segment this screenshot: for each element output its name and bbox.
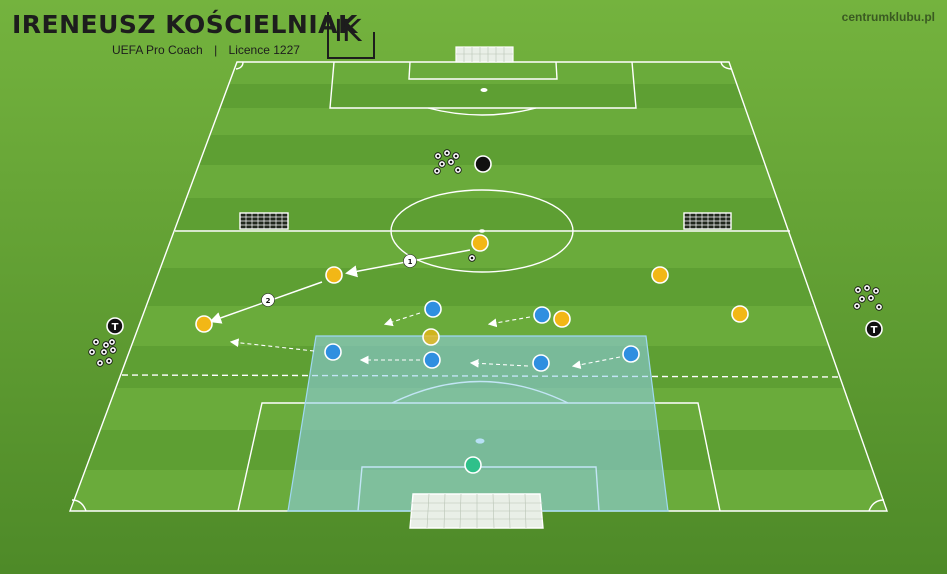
top-penalty-area [329,61,637,109]
pass-label-2: 2 [261,293,275,307]
bottom-goal-icon [409,493,544,529]
yellow-player [325,266,343,284]
goalkeeper [464,456,482,474]
corner-arc-bl [71,499,87,512]
yellow-player [731,305,749,323]
svg-text:T: T [112,322,119,333]
corner-arc-tr [720,61,732,70]
svg-text:T: T [871,325,878,336]
yellow-player [422,328,440,346]
blue-player [532,354,550,372]
small-goal-left-icon [239,212,289,230]
top-goal-icon [455,46,514,63]
small-goal-right-icon [683,212,732,230]
coach-subtitle: UEFA Pro Coach | Licence 1227 [112,43,300,57]
blue-player [324,343,342,361]
yellow-player [651,266,669,284]
centre-circle [390,189,574,273]
top-goal-area [408,61,558,80]
movement-arrows [229,312,621,370]
logo-frame-icon [327,12,375,59]
logo-text: IK [334,14,362,49]
centre-spot [479,229,485,233]
corner-arc-tl [235,61,244,70]
ik-logo: IK [326,10,376,60]
svg-text:1: 1 [408,258,413,266]
svg-text:2: 2 [266,297,271,305]
blue-player [424,300,442,318]
yellow-team [195,234,749,346]
touchline [68,61,888,512]
yellow-player [553,310,571,328]
black-player [474,155,492,173]
corner-arc-br [868,499,885,512]
top-penalty-arc [427,107,537,116]
yellow-player [471,234,489,252]
top-penalty-spot [480,88,488,92]
pass-label-1: 1 [403,254,417,268]
blue-team [324,300,640,372]
ball-icon [468,254,476,262]
yellow-player [195,315,213,333]
blue-player [423,351,441,369]
defensive-zone [287,335,669,512]
separator: | [214,43,218,57]
coach-role: UEFA Pro Coach [112,43,203,57]
blue-player [533,306,551,324]
trainer-right: T [865,320,883,338]
coach-name: IRENEUSZ KOŚCIELNIAK [12,10,358,39]
blue-player [622,345,640,363]
brand-watermark: centrumklubu.pl [841,10,935,24]
trainer-left: T [106,317,124,335]
coach-licence: Licence 1227 [228,43,300,57]
